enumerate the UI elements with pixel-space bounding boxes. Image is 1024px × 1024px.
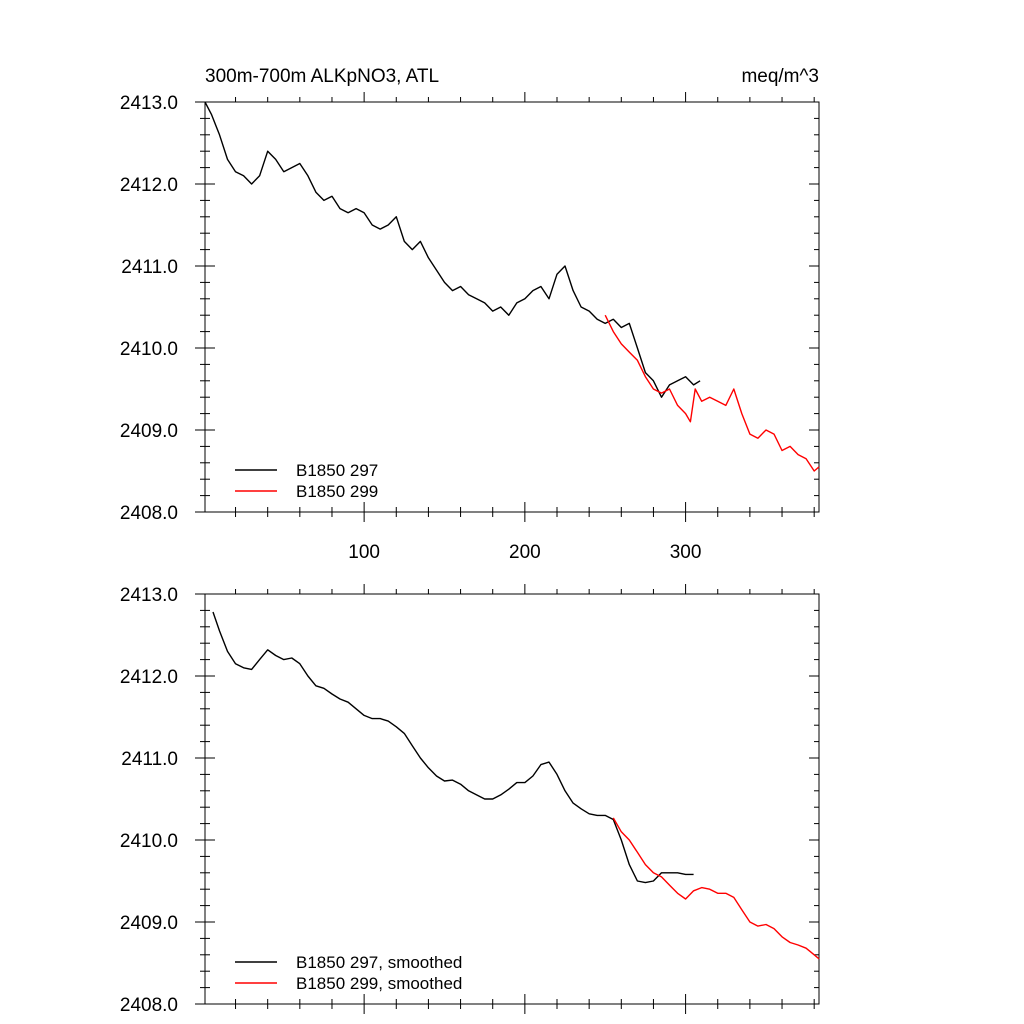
top-panel-units: meq/m^3 [741,66,819,87]
bottom-legend-label-2: B1850 299, smoothed [296,974,462,993]
top-x-tick-label: 200 [509,542,541,563]
bottom-series-line-1 [212,611,694,884]
top-series-line-1 [204,101,701,398]
top-x-tick-label: 300 [670,542,702,563]
bottom-y-tick-label: 2413.0 [120,585,178,606]
top-y-tick-label: 2411.0 [121,257,178,278]
bottom-y-tick-label: 2409.0 [120,913,178,934]
top-plot-frame [204,101,820,513]
bottom-y-tick-label: 2411.0 [121,749,178,770]
bottom-legend-label-1: B1850 297, smoothed [296,953,462,972]
bottom-plot-frame [204,593,820,1005]
top-x-tick-label: 100 [348,542,380,563]
top-y-tick-label: 2412.0 [120,175,178,196]
top-legend-label-1: B1850 297 [296,461,378,480]
top-panel-title: 300m-700m ALKpNO3, ATL [205,66,439,87]
top-panel: 300m-700m ALKpNO3, ATL meq/m^3 2408.0 240… [120,66,820,563]
bottom-panel: 2408.0 2409.0 2410.0 2411.0 2412.0 2413.0 B185… [120,584,820,1016]
bottom-y-tick-label: 2412.0 [120,667,178,688]
top-y-tick-label: 2408.0 [120,503,178,524]
bottom-series-line-2 [612,817,820,960]
top-y-tick-label: 2413.0 [120,93,178,114]
top-y-tick-label: 2409.0 [120,421,178,442]
top-legend-label-2: B1850 299 [296,482,378,501]
bottom-y-tick-label: 2408.0 [120,995,178,1016]
bottom-y-tick-label: 2410.0 [120,831,178,852]
top-y-tick-label: 2410.0 [120,339,178,360]
top-series-line-2 [604,314,820,472]
